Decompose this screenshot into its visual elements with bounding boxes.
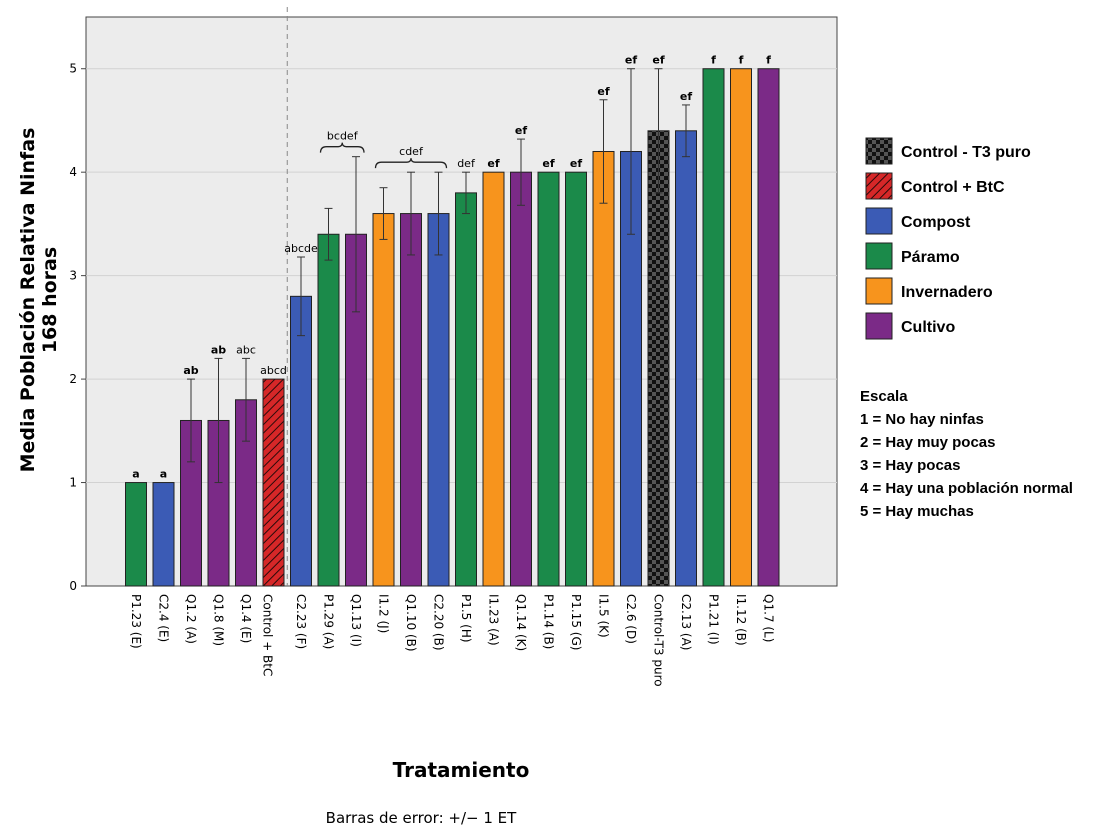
error-bar-footnote: Barras de error: +/− 1 ET bbox=[326, 809, 517, 827]
group-bracket bbox=[319, 142, 365, 153]
x-tick-label: I1.5 (K) bbox=[597, 594, 611, 638]
bar bbox=[152, 482, 175, 587]
x-tick-label: I1.2 (J) bbox=[377, 594, 391, 633]
x-tick-label: C2.23 (F) bbox=[294, 594, 308, 649]
x-tick-label: P1.21 (I) bbox=[707, 594, 721, 645]
bar bbox=[427, 213, 450, 587]
bar bbox=[372, 213, 395, 587]
significance-label: ef bbox=[487, 157, 499, 170]
significance-label: ab bbox=[211, 343, 226, 356]
legend-label: Control - T3 puro bbox=[901, 144, 1031, 161]
significance-label: f bbox=[739, 54, 744, 67]
scale-item: 1 = No hay ninfas bbox=[860, 411, 984, 428]
x-tick-label: Q1.14 (K) bbox=[514, 594, 528, 651]
bar bbox=[455, 192, 477, 587]
legend-swatch bbox=[865, 277, 893, 305]
legend-swatch bbox=[865, 137, 893, 165]
bracket-label: bcdef bbox=[327, 130, 359, 143]
bar bbox=[757, 68, 780, 587]
x-tick-label: Control-T3 puro bbox=[652, 594, 666, 687]
significance-label: ef bbox=[570, 157, 582, 170]
x-tick-label: I1.12 (B) bbox=[734, 594, 748, 646]
y-tick-label: 4 bbox=[69, 165, 77, 179]
y-tick-label: 0 bbox=[69, 579, 77, 593]
y-tick-label: 5 bbox=[69, 62, 77, 76]
significance-label: ef bbox=[625, 54, 637, 67]
significance-label: ef bbox=[597, 85, 609, 98]
x-tick-label: Q1.13 (I) bbox=[349, 594, 363, 647]
bar bbox=[317, 233, 340, 587]
x-tick-label: Q1.2 (A) bbox=[184, 594, 198, 644]
y-axis-title-line2: 168 horas bbox=[39, 247, 61, 353]
significance-label: ab bbox=[183, 364, 198, 377]
bar bbox=[290, 295, 312, 587]
legend-label: Páramo bbox=[901, 249, 960, 266]
x-tick-label: P1.15 (G) bbox=[569, 594, 583, 650]
legend-swatch bbox=[865, 312, 893, 340]
legend-swatch bbox=[865, 242, 893, 270]
significance-label: f bbox=[711, 54, 716, 67]
scale-item: 5 = Hay muchas bbox=[860, 503, 974, 520]
x-tick-label: Q1.7 (L) bbox=[762, 594, 776, 642]
significance-label: f bbox=[766, 54, 771, 67]
bar bbox=[262, 378, 285, 587]
bar bbox=[592, 150, 615, 587]
y-tick-label: 2 bbox=[69, 372, 77, 386]
bar bbox=[702, 68, 725, 587]
bar bbox=[537, 171, 560, 587]
x-tick-label: C2.20 (B) bbox=[432, 594, 446, 651]
bar bbox=[125, 482, 147, 587]
scale-item: 2 = Hay muy pocas bbox=[860, 434, 995, 451]
scale-item: 3 = Hay pocas bbox=[860, 457, 960, 474]
x-tick-label: Control + BtC bbox=[261, 594, 275, 676]
significance-label: ef bbox=[680, 90, 692, 103]
legend-label: Control + BtC bbox=[901, 179, 1005, 196]
scale-item: 4 = Hay una población normal bbox=[860, 480, 1073, 497]
significance-label: def bbox=[457, 157, 476, 170]
x-tick-label: C2.6 (D) bbox=[624, 594, 638, 644]
x-tick-label: C2.13 (A) bbox=[679, 594, 693, 650]
bar bbox=[510, 171, 532, 587]
bar bbox=[647, 130, 670, 587]
x-tick-label: P1.23 (E) bbox=[129, 594, 143, 649]
legend-label: Invernadero bbox=[901, 284, 993, 301]
significance-label: a bbox=[132, 468, 139, 481]
significance-label: ef bbox=[652, 54, 664, 67]
legend-label: Cultivo bbox=[901, 319, 955, 336]
y-tick-label: 1 bbox=[69, 476, 77, 490]
group-bracket bbox=[374, 158, 448, 169]
bar bbox=[482, 171, 505, 587]
y-tick-label: 3 bbox=[69, 269, 77, 283]
x-tick-label: P1.29 (A) bbox=[322, 594, 336, 649]
x-tick-label: P1.14 (B) bbox=[542, 594, 556, 649]
x-tick-label: Q1.8 (M) bbox=[212, 594, 226, 646]
bar bbox=[400, 213, 422, 587]
x-tick-label: Q1.10 (B) bbox=[404, 594, 418, 652]
significance-label: ef bbox=[542, 157, 554, 170]
bar bbox=[565, 171, 587, 587]
legend-label: Compost bbox=[901, 214, 971, 231]
y-axis-title: Media Población Relativa Ninfas bbox=[17, 128, 39, 473]
x-axis-title: Tratamiento bbox=[393, 758, 530, 782]
significance-label: abcde bbox=[284, 242, 318, 255]
legend-swatch bbox=[865, 207, 893, 235]
x-tick-label: C2.4 (E) bbox=[157, 594, 171, 642]
significance-label: a bbox=[160, 468, 167, 481]
legend-swatch bbox=[865, 172, 893, 200]
x-tick-label: Q1.4 (E) bbox=[239, 594, 253, 643]
bracket-label: cdef bbox=[399, 145, 424, 158]
significance-label: ef bbox=[515, 124, 527, 137]
bar bbox=[675, 130, 697, 587]
x-tick-label: P1.5 (H) bbox=[459, 594, 473, 643]
bar bbox=[730, 68, 752, 587]
x-tick-label: I1.23 (A) bbox=[487, 594, 501, 646]
significance-label: abc bbox=[236, 343, 256, 356]
significance-label: abcd bbox=[260, 364, 287, 377]
scale-title: Escala bbox=[860, 388, 908, 405]
